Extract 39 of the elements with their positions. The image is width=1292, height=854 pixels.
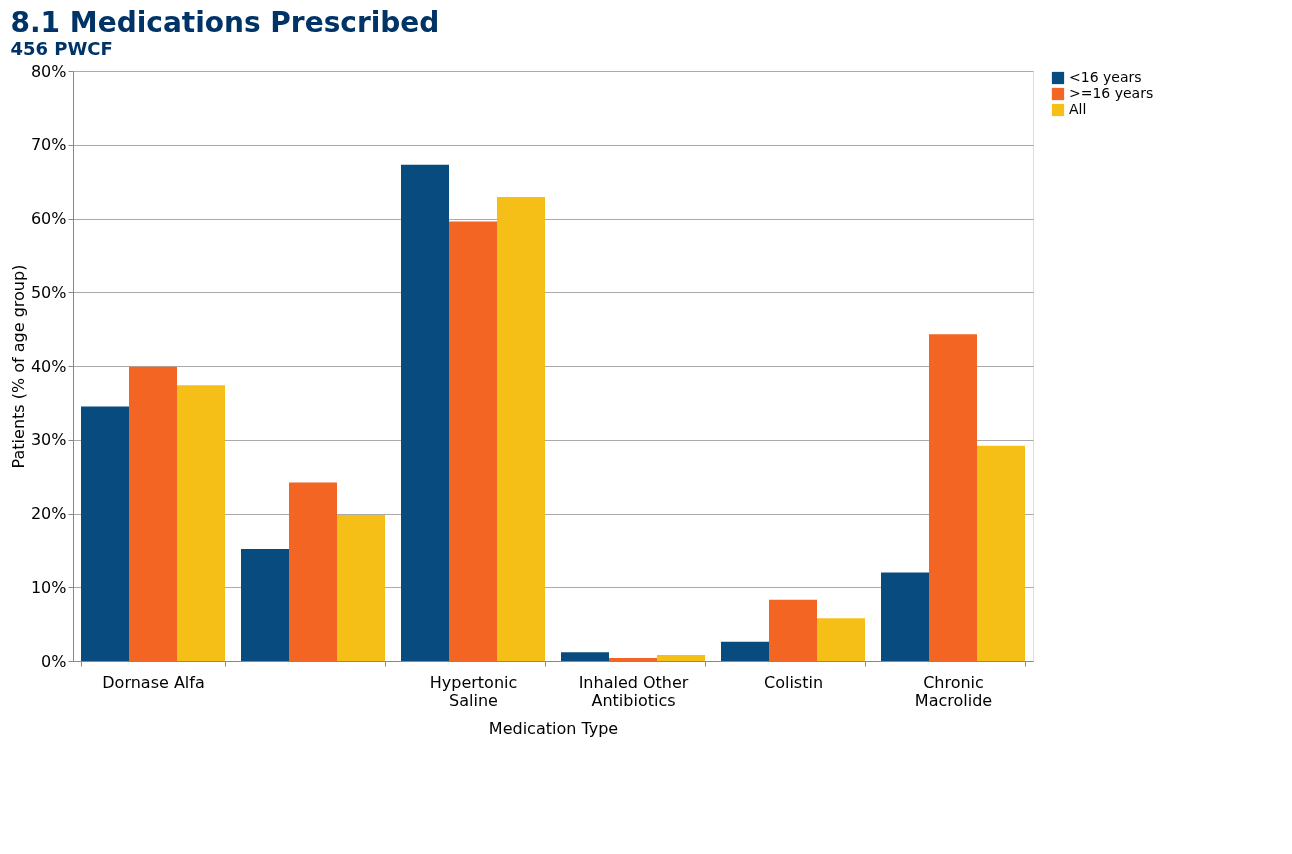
chart-title: 8.1 Medications Prescribed [10,6,440,39]
bar [241,548,289,661]
bar [977,445,1025,661]
bar [497,197,545,661]
y-tick-label: 40% [30,356,67,376]
bar [561,652,609,661]
legend-label: All [1069,101,1087,117]
bar [401,164,449,661]
x-tick-label: Inhaled Other Antibiotics [578,672,689,710]
bar [81,406,129,661]
x-tick-label: Colistin [763,672,824,692]
bar [721,641,769,661]
bar [769,599,817,661]
y-tick-label: 70% [30,135,67,155]
bar [129,366,177,661]
x-tick-label: Chronic Macrolide [914,672,993,710]
legend-label: <16 years [1069,69,1142,85]
x-tick-label: Hypertonic Saline [429,672,518,710]
y-axis-title: Patients (% of age group) [8,264,28,469]
bar [609,658,657,661]
y-tick-label: 30% [30,430,67,450]
bar [449,221,497,661]
legend-label: >=16 years [1069,85,1154,101]
y-tick-label: 60% [30,209,67,228]
bar [881,572,929,661]
x-tick-label: Dornase Alfa [102,672,205,692]
y-tick-label: 0% [41,651,67,671]
chart-subtitle: 456 PWCF [10,38,113,59]
bar [817,618,865,661]
y-tick-label: 80% [30,61,67,81]
y-tick-label: 50% [30,282,67,302]
x-axis-title: Medication Type [488,718,619,738]
y-tick-label: 10% [30,577,67,597]
y-tick-label: 20% [30,504,67,523]
bar [289,482,337,661]
bar [929,334,977,661]
bar [177,385,225,661]
bar [337,514,385,661]
bar [657,655,705,661]
